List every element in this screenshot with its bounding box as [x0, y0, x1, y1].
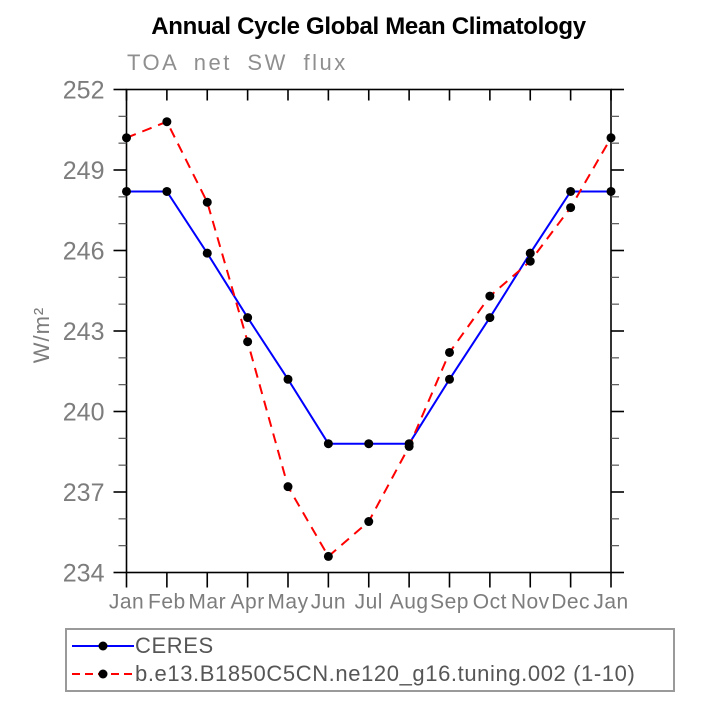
- plot-frame: [125, 88, 612, 574]
- x-tick-label: Jul: [355, 591, 383, 614]
- data-point-s1: [323, 551, 333, 561]
- x-tick-label: Jun: [311, 591, 346, 614]
- data-point-s1: [566, 203, 576, 213]
- data-point-s0: [202, 248, 212, 258]
- data-point-s0: [606, 186, 616, 196]
- y-tick-label: 243: [63, 318, 105, 346]
- data-point-s1: [606, 133, 616, 143]
- y-tick-label: 237: [63, 479, 105, 507]
- y-tick-label: 234: [63, 560, 105, 588]
- x-tick-label: Sep: [430, 591, 469, 614]
- x-tick-label: Apr: [231, 591, 265, 614]
- data-point-s1: [283, 482, 293, 492]
- x-tick-label: Jan: [593, 591, 628, 614]
- x-tick-label: Aug: [390, 591, 429, 614]
- data-point-s1: [243, 337, 253, 347]
- data-point-s1: [162, 117, 172, 127]
- y-tick-label: 240: [63, 399, 105, 427]
- legend-label-model: b.e13.B1850C5CN.ne120_g16.tuning.002 (1-…: [135, 661, 636, 686]
- data-point-s1: [445, 347, 454, 357]
- data-point-s0: [122, 186, 131, 196]
- legend-item-model: b.e13.B1850C5CN.ne120_g16.tuning.002 (1-…: [67, 660, 673, 688]
- y-tick-label: 246: [63, 238, 105, 266]
- data-point-s1: [404, 441, 414, 451]
- y-tick-label: 249: [63, 157, 105, 185]
- data-point-s0: [525, 248, 535, 258]
- y-tick-label: 252: [63, 77, 105, 105]
- legend-sample-model: [72, 669, 134, 679]
- data-point-s1: [122, 133, 131, 143]
- data-point-s0: [162, 186, 172, 196]
- x-tick-label: Jan: [109, 591, 144, 614]
- x-tick-label: Feb: [148, 591, 186, 614]
- legend-item-ceres: CERES: [67, 632, 673, 660]
- legend-marker-icon: [98, 669, 108, 679]
- data-point-s0: [323, 439, 333, 449]
- legend-sample-ceres: [72, 641, 134, 651]
- data-point-s0: [283, 374, 293, 384]
- x-tick-label: Oct: [473, 591, 507, 614]
- x-tick-label: Dec: [551, 591, 590, 614]
- x-tick-label: May: [267, 591, 308, 614]
- series-line-0: [126, 190, 611, 445]
- data-point-s1: [485, 291, 495, 301]
- legend-label-ceres: CERES: [135, 633, 214, 658]
- data-point-s0: [243, 313, 253, 323]
- data-point-s1: [202, 197, 212, 207]
- data-point-s0: [445, 374, 454, 384]
- data-point-s1: [525, 256, 535, 266]
- data-point-s0: [566, 186, 576, 196]
- data-point-s1: [364, 517, 374, 527]
- data-point-s0: [485, 313, 495, 323]
- legend-marker-icon: [98, 641, 108, 651]
- legend-box: CERES b.e13.B1850C5CN.ne120_g16.tuning.0…: [65, 628, 675, 692]
- series-line-1: [126, 120, 612, 558]
- chart-title: Annual Cycle Global Mean Climatology: [151, 13, 586, 40]
- data-point-s0: [364, 439, 374, 449]
- x-tick-label: Mar: [188, 591, 226, 614]
- x-tick-label: Nov: [511, 591, 550, 614]
- chart-subtitle: TOA net SW flux: [127, 50, 348, 75]
